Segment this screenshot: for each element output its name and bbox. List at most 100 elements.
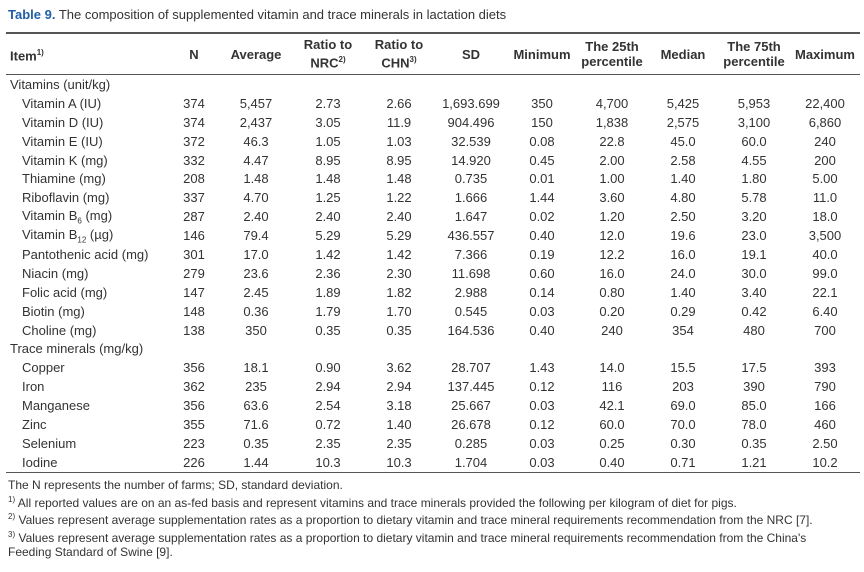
value-cell: 0.36 bbox=[243, 303, 269, 319]
footnote: 2) Values represent average supplementat… bbox=[8, 510, 838, 528]
value-cell: 4.47 bbox=[243, 152, 269, 168]
value-cell: 19.1 bbox=[741, 246, 767, 262]
value-cell: 22.8 bbox=[599, 133, 625, 149]
value-cell: 287 bbox=[183, 209, 205, 225]
value-cell: 0.71 bbox=[670, 454, 696, 470]
value-cell: 2.94 bbox=[315, 379, 341, 395]
value-cell: 45.0 bbox=[670, 133, 696, 149]
value-cell: 12.2 bbox=[599, 246, 625, 262]
value-cell: 1.21 bbox=[741, 454, 767, 470]
value-cell: 3.62 bbox=[386, 360, 412, 376]
value-cell: 22,400 bbox=[805, 95, 845, 111]
value-cell: 0.40 bbox=[529, 322, 555, 338]
item-cell: Vitamin B12 (µg) bbox=[6, 226, 168, 245]
value-cell: 0.35 bbox=[386, 322, 412, 338]
value-cell: 904.496 bbox=[447, 114, 495, 130]
item-cell: Folic acid (mg) bbox=[22, 284, 108, 300]
header-cell: Maximum bbox=[790, 33, 860, 75]
value-cell: 0.20 bbox=[599, 303, 625, 319]
item-cell: Copper bbox=[22, 360, 65, 376]
value-cell: 0.03 bbox=[529, 398, 555, 414]
header-sup: 2) bbox=[338, 55, 346, 65]
value-cell: 70.0 bbox=[670, 416, 696, 432]
section-row: Vitamins (unit/kg) bbox=[6, 75, 860, 94]
value-cell: 2.35 bbox=[386, 435, 412, 451]
value-cell: 6.40 bbox=[812, 303, 838, 319]
value-cell: 17.0 bbox=[243, 246, 269, 262]
header-text: Median bbox=[660, 46, 706, 62]
value-cell: 147 bbox=[183, 284, 205, 300]
data-row: Manganese 356 63.6 2.54 3.18 25.667 0.03 42.1 69… bbox=[6, 396, 860, 415]
value-cell: 69.0 bbox=[670, 398, 696, 414]
value-cell: 116 bbox=[601, 379, 623, 395]
item-cell: Vitamin D (IU) bbox=[22, 114, 104, 130]
value-cell: 1.48 bbox=[386, 171, 412, 187]
value-cell: 23.0 bbox=[741, 228, 767, 244]
value-cell: 17.5 bbox=[741, 360, 767, 376]
value-cell: 355 bbox=[183, 416, 205, 432]
data-table: Item1) N Average Ratio to NRC2) Ratio to CHN… bbox=[6, 32, 860, 473]
value-cell: 11.0 bbox=[812, 190, 838, 206]
value-cell: 24.0 bbox=[670, 265, 696, 281]
value-cell: 1.79 bbox=[315, 303, 341, 319]
value-cell: 1.40 bbox=[670, 284, 696, 300]
item-text: Vitamin B bbox=[22, 207, 78, 223]
data-row: Iodine 226 1.44 10.3 10.3 1.704 0.03 0.40 0.71 1.… bbox=[6, 453, 860, 473]
value-cell: 436.557 bbox=[447, 228, 495, 244]
value-cell: 10.3 bbox=[315, 454, 341, 470]
header-text: Minimum bbox=[513, 46, 571, 62]
value-cell: 223 bbox=[183, 435, 205, 451]
table-label: Table 9. bbox=[8, 7, 56, 22]
value-cell: 8.95 bbox=[386, 152, 412, 168]
value-cell: 374 bbox=[183, 114, 205, 130]
value-cell: 42.1 bbox=[599, 398, 625, 414]
value-cell: 4.55 bbox=[741, 152, 767, 168]
value-cell: 10.2 bbox=[812, 454, 838, 470]
item-sub: 12 bbox=[77, 235, 87, 245]
footnote-marker: 3) bbox=[8, 529, 16, 539]
value-cell: 1.44 bbox=[243, 454, 269, 470]
value-cell: 0.01 bbox=[529, 171, 555, 187]
value-cell: 71.6 bbox=[243, 416, 269, 432]
value-cell: 85.0 bbox=[741, 398, 767, 414]
value-cell: 18.0 bbox=[812, 209, 838, 225]
value-cell: 0.03 bbox=[529, 454, 555, 470]
value-cell: 30.0 bbox=[741, 265, 767, 281]
value-cell: 12.0 bbox=[599, 228, 625, 244]
value-cell: 0.30 bbox=[670, 435, 696, 451]
item-cell: Vitamin A (IU) bbox=[22, 95, 102, 111]
value-cell: 16.0 bbox=[599, 265, 625, 281]
value-cell: 2.45 bbox=[243, 284, 269, 300]
value-cell: 5.29 bbox=[315, 228, 341, 244]
value-cell: 2.40 bbox=[386, 209, 412, 225]
value-cell: 0.19 bbox=[529, 246, 555, 262]
value-cell: 1.40 bbox=[386, 416, 412, 432]
header-text: N bbox=[189, 46, 199, 62]
item-cell: Thiamine (mg) bbox=[22, 171, 106, 187]
value-cell: 2.94 bbox=[386, 379, 412, 395]
value-cell: 148 bbox=[183, 303, 205, 319]
value-cell: 0.45 bbox=[529, 152, 555, 168]
value-cell: 240 bbox=[814, 133, 836, 149]
value-cell: 4,700 bbox=[595, 95, 629, 111]
header-text: The 25th percentile bbox=[581, 39, 643, 69]
value-cell: 2.30 bbox=[386, 265, 412, 281]
footnote-marker: 1) bbox=[8, 494, 16, 504]
header-cell: Minimum bbox=[508, 33, 576, 75]
data-row: Iron 362 235 2.94 2.94 137.445 0.12 116 203 390 79… bbox=[6, 377, 860, 396]
data-row: Vitamin A (IU) 374 5,457 2.73 2.66 1,693.699 3… bbox=[6, 94, 860, 113]
value-cell: 356 bbox=[183, 398, 205, 414]
header-cell: Item1) bbox=[6, 33, 168, 75]
value-cell: 22.1 bbox=[812, 284, 838, 300]
value-cell: 1.00 bbox=[599, 171, 625, 187]
footnote-text: Values represent average supplementation… bbox=[15, 513, 813, 528]
value-cell: 0.40 bbox=[599, 454, 625, 470]
header-cell: Median bbox=[648, 33, 718, 75]
value-cell: 1.704 bbox=[454, 454, 488, 470]
value-cell: 5,953 bbox=[737, 95, 771, 111]
value-cell: 460 bbox=[814, 416, 836, 432]
header-text: Average bbox=[230, 46, 282, 62]
header-text: Maximum bbox=[795, 46, 855, 62]
value-cell: 10.3 bbox=[386, 454, 412, 470]
value-cell: 350 bbox=[245, 322, 267, 338]
